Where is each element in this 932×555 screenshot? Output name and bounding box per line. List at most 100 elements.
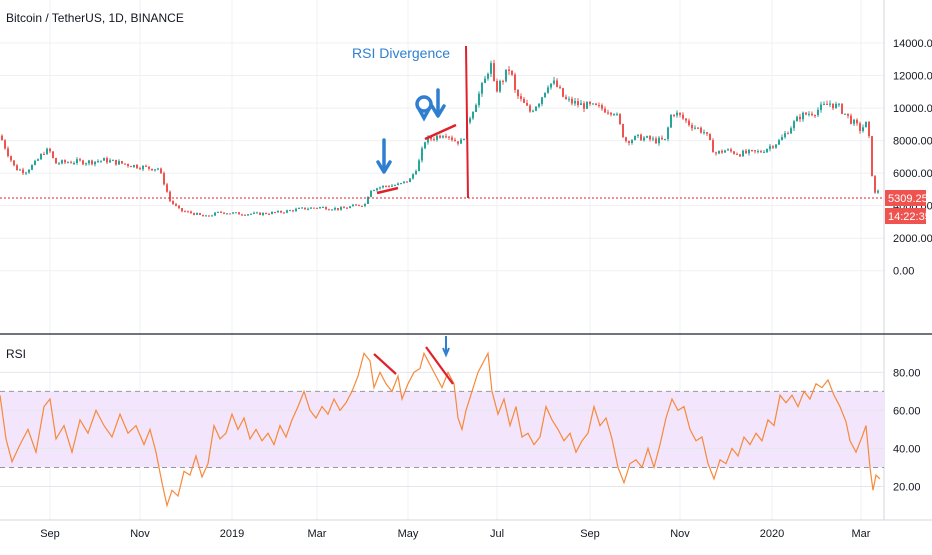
candle-body	[469, 118, 471, 123]
candle-body	[427, 136, 429, 143]
candle-body	[601, 105, 603, 109]
candle-body	[61, 160, 63, 164]
candle-body	[43, 153, 45, 155]
candle-body	[571, 98, 573, 104]
candle-body	[643, 137, 645, 141]
candle-body	[520, 96, 522, 99]
candle-body	[40, 153, 42, 160]
candle-body	[115, 159, 117, 165]
candle-body	[424, 142, 426, 149]
candle-body	[829, 103, 831, 105]
trendline-1[interactable]	[376, 186, 399, 195]
candle-body	[421, 148, 423, 161]
rsi-divergence-line-1[interactable]	[373, 353, 397, 375]
candle-body	[778, 140, 780, 145]
candle-body	[592, 103, 594, 105]
candle-body	[472, 111, 474, 119]
candle-body	[22, 169, 24, 174]
candle-body	[10, 156, 12, 161]
candle-body	[727, 149, 729, 151]
rsi-pane[interactable]: RSI 80.00 60.00 40.00 20.00	[0, 336, 921, 508]
circle-marker-icon[interactable]	[415, 95, 433, 122]
arrow-down-icon[interactable]	[376, 138, 392, 174]
candle-body	[499, 80, 501, 92]
candle-body	[607, 112, 609, 114]
candle-body	[205, 215, 207, 217]
candle-body	[694, 127, 696, 129]
candle-body	[370, 190, 372, 197]
candle-body	[196, 213, 198, 215]
candle-body	[64, 160, 66, 163]
candle-body	[760, 151, 762, 153]
price-tick-label: 2000.00	[893, 233, 932, 245]
time-tick-label: Sep	[40, 528, 60, 540]
candle-body	[148, 166, 150, 169]
candle-body	[496, 80, 498, 92]
candle-body	[439, 135, 441, 138]
candle-body	[715, 152, 717, 154]
candle-body	[118, 161, 120, 165]
candle-body	[397, 183, 399, 186]
candle-body	[811, 113, 813, 116]
time-tick-label: Jul	[490, 528, 504, 540]
candle-body	[706, 132, 708, 134]
candle-body	[157, 168, 159, 170]
time-tick-label: Nov	[130, 528, 150, 540]
candle-body	[730, 149, 732, 152]
candle-body	[286, 210, 288, 213]
price-tick-label: 10000.00	[893, 103, 932, 115]
candle-body	[847, 113, 849, 116]
candle-body	[703, 132, 705, 134]
candle-body	[88, 160, 90, 164]
candle-body	[871, 136, 873, 177]
candle-body	[448, 136, 450, 138]
candle-body	[271, 211, 273, 215]
candle-body	[337, 207, 339, 210]
candle-body	[505, 69, 507, 82]
candle-body	[793, 121, 795, 129]
candle-body	[661, 137, 663, 140]
candle-body	[625, 137, 627, 142]
candle-body	[274, 211, 276, 213]
candle-body	[514, 74, 516, 90]
candle-body	[355, 204, 357, 206]
candle-body	[856, 119, 858, 124]
candle-body	[649, 136, 651, 140]
candle-body	[565, 96, 567, 100]
candle-body	[700, 127, 702, 133]
candle-body	[526, 102, 528, 106]
rsi-divergence-line-2[interactable]	[425, 346, 454, 385]
candle-body	[559, 86, 561, 89]
candle-body	[739, 154, 741, 157]
candle-body	[655, 138, 657, 144]
candle-body	[262, 212, 264, 215]
candle-body	[142, 165, 144, 170]
candle-body	[145, 165, 147, 167]
candle-body	[862, 127, 864, 131]
candle-body	[160, 168, 162, 174]
candle-body	[679, 112, 681, 115]
candle-body	[733, 151, 735, 154]
candle-body	[547, 87, 549, 93]
vertical-marker-line[interactable]	[465, 45, 469, 199]
rsi-arrow-down-icon[interactable]	[442, 336, 450, 358]
price-axis[interactable]: 14000.00 12000.00 10000.00 8000.00 6000.00 40…	[883, 0, 932, 520]
candle-body	[613, 114, 615, 116]
candle-body	[244, 214, 246, 216]
candle-body	[433, 139, 435, 141]
rsi-tick-label: 20.00	[893, 481, 921, 493]
time-tick-label: 2020	[760, 528, 784, 540]
candle-body	[832, 103, 834, 109]
candle-body	[166, 184, 168, 192]
candle-body	[817, 109, 819, 116]
arrow-down-icon[interactable]	[430, 88, 446, 118]
candle-body	[577, 101, 579, 106]
candle-body	[595, 103, 597, 105]
trendline-2[interactable]	[424, 123, 457, 141]
candle-body	[391, 185, 393, 187]
time-axis[interactable]: Sep Nov 2019 Mar May Jul Sep Nov 2020 Mar	[0, 519, 932, 540]
rsi-divergence-label[interactable]: RSI Divergence	[352, 45, 450, 61]
candle-body	[232, 212, 234, 214]
candle-body	[376, 188, 378, 191]
